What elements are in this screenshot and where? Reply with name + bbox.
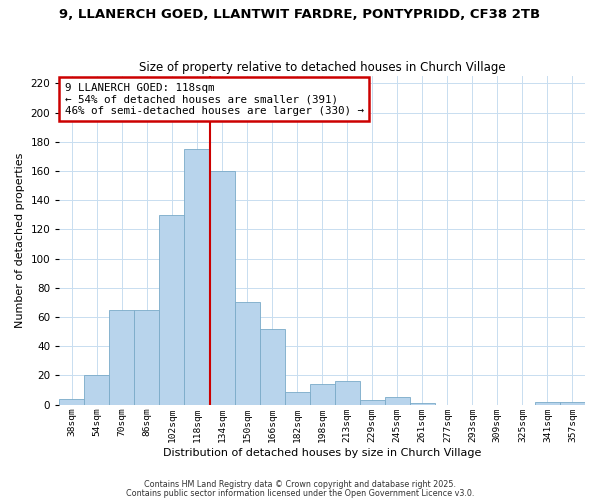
Bar (360, 400, 385, 404)
Bar (109, 310, 134, 404)
X-axis label: Distribution of detached houses by size in Church Village: Distribution of detached houses by size … (163, 448, 481, 458)
Y-axis label: Number of detached properties: Number of detached properties (15, 152, 25, 328)
Text: 9, LLANERCH GOED, LLANTWIT FARDRE, PONTYPRIDD, CF38 2TB: 9, LLANERCH GOED, LLANTWIT FARDRE, PONTY… (59, 8, 541, 20)
Title: Size of property relative to detached houses in Church Village: Size of property relative to detached ho… (139, 60, 505, 74)
Bar (535, 402, 560, 404)
Bar (59, 399, 85, 404)
Text: Contains HM Land Registry data © Crown copyright and database right 2025.: Contains HM Land Registry data © Crown c… (144, 480, 456, 489)
Bar (209, 171, 235, 404)
Bar (235, 302, 260, 404)
Bar (134, 310, 160, 404)
Bar (310, 384, 335, 404)
Bar (85, 376, 109, 404)
Bar (184, 149, 209, 405)
Bar (284, 392, 310, 404)
Bar (385, 398, 410, 404)
Bar (560, 402, 585, 404)
Bar (160, 215, 184, 404)
Text: 9 LLANERCH GOED: 118sqm
← 54% of detached houses are smaller (391)
46% of semi-d: 9 LLANERCH GOED: 118sqm ← 54% of detache… (65, 82, 364, 116)
Bar (335, 382, 360, 404)
Bar (260, 328, 284, 404)
Bar (410, 403, 435, 404)
Text: Contains public sector information licensed under the Open Government Licence v3: Contains public sector information licen… (126, 488, 474, 498)
